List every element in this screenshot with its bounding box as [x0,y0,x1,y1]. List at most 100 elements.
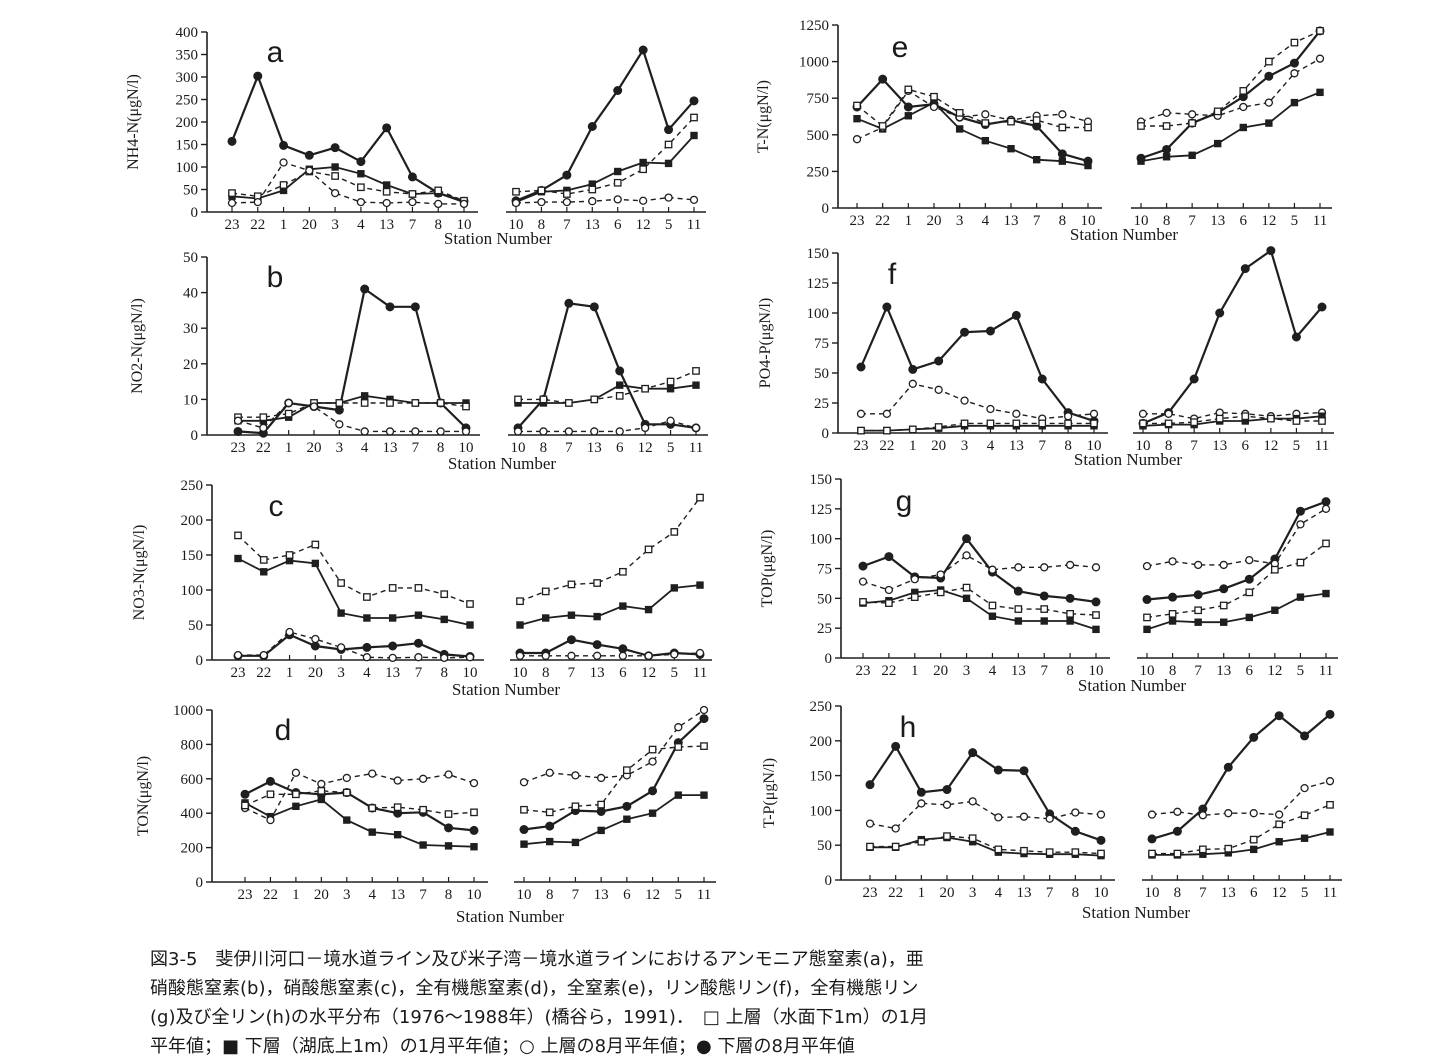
data-point [882,409,892,418]
series-line-1 [519,584,701,626]
data-point [1045,848,1054,857]
data-point [1239,87,1248,95]
data-point [1187,110,1197,119]
panel-label: f [888,258,897,291]
data-point [253,197,262,207]
data-point [587,122,597,131]
data-point [516,597,524,606]
data-point [1090,419,1098,428]
data-point [418,774,428,783]
data-point [615,427,624,436]
x-tick-label: 8 [445,887,453,903]
x-tick-label: 12 [1272,885,1287,901]
chart-panel-c: 0 50 100 150 200 250 23 22 1 20 3 4 13 7 8 10 10 8 7 13 6 12 5… [131,478,712,699]
data-point [699,714,709,724]
data-point [388,584,397,592]
data-point [638,45,648,55]
series-line-4 [862,586,1097,616]
data-point [382,181,391,189]
y-tick-label: 150 [807,246,830,262]
data-point [640,423,650,433]
data-point [1012,419,1021,428]
y-tick-label: 200 [181,841,204,857]
data-point [1092,611,1100,619]
chart-panel-e: 0 250 500 750 1000 1250 23 22 1 20 3 4 13 7 8 10 10 8 7 13 6… [755,18,1332,244]
data-point [1245,588,1254,597]
data-point [908,425,917,434]
figure-caption: 図3-5 斐伊川河口－境水道ライン及び米子湾－境水道ラインにおけるアンモニア態窒… [150,945,1380,1061]
x-tick-label: 12 [1267,663,1282,679]
x-tick-label: 8 [440,665,448,681]
panel-label: e [892,31,909,64]
y-tick-label: 75 [814,336,829,352]
data-point [690,131,698,140]
data-point [360,399,369,407]
y-tick-label: 75 [817,562,832,578]
x-tick-label: 23 [863,885,878,901]
data-point [985,326,995,336]
data-point [960,419,969,428]
x-tick-label: 20 [927,213,942,229]
data-point [588,185,597,194]
data-point [1014,605,1023,613]
x-tick-label: 7 [419,887,427,903]
y-tick-label: 0 [825,873,833,889]
x-axis-label: Station Number [1078,676,1186,695]
series-line-3 [238,633,471,658]
x-tick-label: 13 [594,887,609,903]
data-point [1063,412,1073,421]
data-point [265,776,275,786]
data-point [1249,835,1258,844]
data-point [1241,412,1250,421]
series-line-1 [856,77,1089,163]
data-point [1267,414,1275,423]
x-tick-label: 20 [314,887,329,903]
series-line-2 [238,394,466,422]
data-point [1264,71,1274,81]
series-line-1 [237,287,467,435]
data-point [1194,606,1202,615]
data-point [590,427,599,436]
y-tick-label: 250 [807,164,830,180]
data-point [1091,563,1101,572]
data-point [469,778,479,788]
data-point [853,101,861,110]
series-line-1 [523,717,705,831]
data-point [1188,151,1196,159]
data-point [545,821,555,831]
data-point [368,804,377,812]
data-point [891,842,900,851]
data-point [1296,520,1305,529]
data-point [1224,809,1233,818]
data-point [1164,409,1173,418]
data-point [253,71,263,81]
data-point [562,170,572,180]
x-tick-label: 5 [665,217,673,233]
data-point [1011,310,1021,320]
y-axis-label: NO2-N(μgN/l) [129,298,146,394]
chart-panel-b: 0 10 20 30 40 50 23 22 1 20 3 4 13 7 8 10 10 8 7 13 6 12 5 11 St… [129,250,708,473]
data-point [436,427,445,436]
x-axis-label: Station Number [448,454,556,473]
data-point [1265,57,1273,66]
data-point [960,327,970,337]
data-point [943,832,951,841]
data-point [571,838,580,847]
data-point [470,808,478,817]
series-line-4 [1141,30,1321,127]
x-tick-label: 6 [614,217,622,233]
data-point [388,614,397,622]
data-point [259,413,268,422]
data-point [444,823,454,833]
data-point [434,199,443,209]
data-point [516,621,524,629]
data-point [699,705,709,715]
data-point [994,813,1003,822]
data-point [1168,617,1177,625]
data-point [1137,157,1145,165]
data-point [981,110,990,119]
data-point [670,584,678,592]
data-point [567,611,576,619]
data-point [563,190,571,198]
